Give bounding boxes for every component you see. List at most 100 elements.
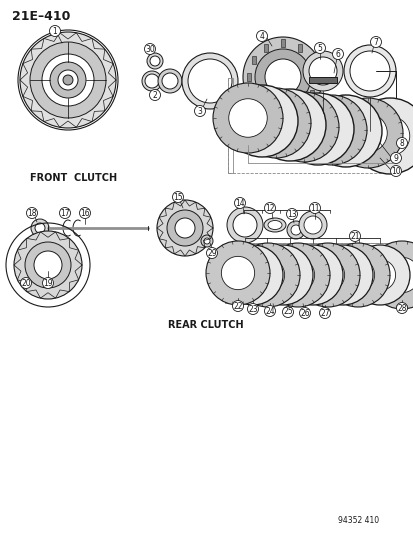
Circle shape	[166, 210, 202, 246]
Circle shape	[264, 203, 275, 214]
Text: 4: 4	[259, 31, 264, 41]
Circle shape	[175, 218, 195, 238]
Bar	[308, 77, 336, 83]
Circle shape	[302, 51, 342, 91]
Text: 28: 28	[396, 303, 406, 312]
Circle shape	[349, 230, 360, 241]
Circle shape	[157, 200, 212, 256]
Bar	[297, 102, 301, 110]
Circle shape	[325, 243, 389, 307]
Circle shape	[309, 95, 381, 167]
Circle shape	[63, 75, 73, 85]
Circle shape	[194, 106, 205, 117]
Circle shape	[30, 42, 106, 118]
Text: 5: 5	[317, 44, 322, 52]
Circle shape	[327, 260, 358, 290]
Circle shape	[303, 216, 321, 234]
Circle shape	[351, 98, 413, 174]
Circle shape	[286, 221, 304, 239]
Circle shape	[370, 36, 380, 47]
Text: 23: 23	[247, 304, 257, 313]
Circle shape	[252, 245, 312, 305]
Circle shape	[308, 57, 336, 85]
Circle shape	[327, 112, 364, 150]
Circle shape	[50, 62, 86, 98]
Text: 6: 6	[335, 50, 339, 59]
Circle shape	[312, 245, 372, 305]
Text: 18: 18	[27, 208, 37, 217]
Circle shape	[349, 51, 389, 91]
Circle shape	[226, 207, 262, 243]
Circle shape	[59, 207, 70, 219]
Circle shape	[228, 99, 267, 138]
Circle shape	[256, 104, 294, 142]
Circle shape	[389, 166, 401, 176]
Bar	[314, 73, 318, 81]
Circle shape	[367, 241, 413, 309]
Circle shape	[182, 53, 237, 109]
Circle shape	[212, 83, 282, 153]
Text: 3: 3	[197, 107, 202, 116]
Circle shape	[145, 74, 159, 88]
Bar	[280, 107, 284, 115]
Circle shape	[144, 44, 155, 54]
Circle shape	[21, 278, 31, 288]
Circle shape	[142, 71, 161, 91]
Text: FRONT  CLUTCH: FRONT CLUTCH	[30, 173, 117, 183]
Text: 22: 22	[233, 302, 242, 311]
Circle shape	[295, 243, 359, 307]
Circle shape	[264, 305, 275, 317]
Circle shape	[266, 243, 329, 307]
Bar	[297, 44, 301, 52]
Circle shape	[341, 259, 374, 292]
Circle shape	[282, 245, 342, 305]
Text: 13: 13	[287, 209, 296, 219]
Text: 7: 7	[373, 37, 377, 46]
Circle shape	[312, 111, 350, 149]
Circle shape	[349, 245, 409, 305]
Circle shape	[14, 231, 82, 299]
Circle shape	[235, 243, 299, 307]
Circle shape	[343, 45, 395, 97]
Circle shape	[223, 245, 282, 305]
Text: 30: 30	[145, 44, 154, 53]
Circle shape	[286, 208, 297, 220]
Text: 19: 19	[43, 279, 53, 287]
Text: 21E–410: 21E–410	[12, 10, 70, 23]
Circle shape	[25, 242, 71, 288]
Circle shape	[396, 303, 406, 313]
Bar	[280, 39, 284, 47]
Circle shape	[221, 256, 254, 289]
Circle shape	[271, 106, 308, 144]
Bar	[263, 102, 267, 110]
Text: 1: 1	[52, 27, 57, 36]
Circle shape	[147, 53, 163, 69]
Text: 9: 9	[393, 154, 397, 163]
Circle shape	[206, 241, 269, 305]
Circle shape	[290, 225, 300, 235]
Circle shape	[233, 213, 256, 237]
Bar	[228, 78, 233, 173]
Circle shape	[299, 110, 336, 148]
Circle shape	[26, 207, 38, 219]
Text: 29: 29	[206, 248, 216, 257]
Circle shape	[232, 301, 243, 311]
Bar	[251, 90, 255, 98]
Circle shape	[319, 308, 330, 319]
Circle shape	[383, 257, 413, 293]
Circle shape	[204, 238, 209, 244]
Circle shape	[172, 191, 183, 203]
Circle shape	[79, 207, 90, 219]
Text: 11: 11	[309, 204, 319, 213]
Text: 15: 15	[173, 192, 183, 201]
Circle shape	[268, 92, 338, 162]
Circle shape	[332, 49, 343, 60]
Circle shape	[389, 152, 401, 164]
Text: REAR CLUTCH: REAR CLUTCH	[168, 320, 243, 330]
Circle shape	[201, 235, 212, 247]
Circle shape	[43, 278, 53, 288]
Text: 14: 14	[235, 198, 244, 207]
Circle shape	[281, 259, 314, 292]
Circle shape	[150, 56, 159, 66]
Circle shape	[35, 223, 45, 233]
